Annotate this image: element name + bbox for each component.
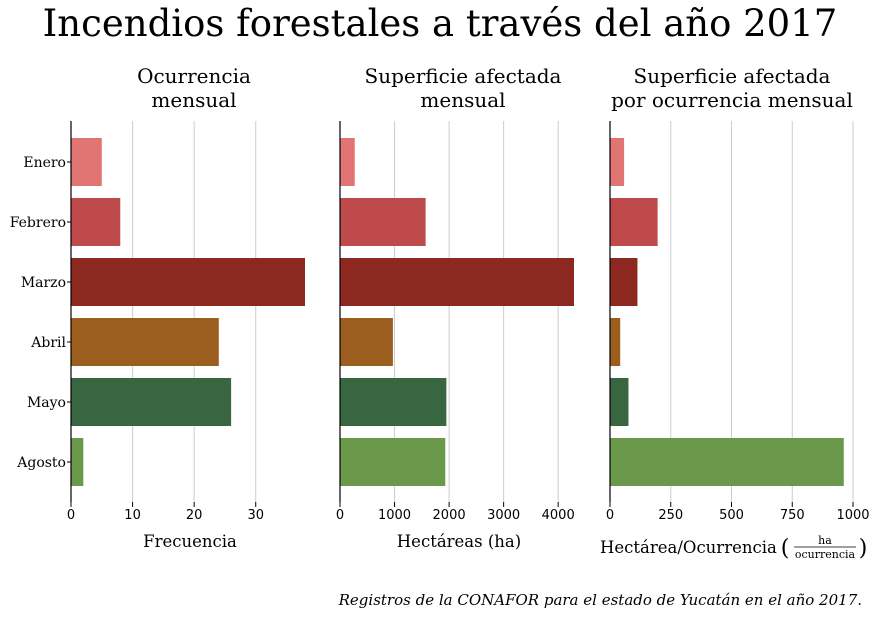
source-note: Registros de la CONAFOR para el estado d…: [338, 591, 862, 609]
panel-3-x-tick-label-4: 1000: [836, 508, 869, 523]
panel-2-x-tick-label-4: 4000: [542, 508, 575, 523]
panel-2-bar-abril: [340, 318, 393, 366]
category-label-febrero: Febrero: [10, 215, 66, 231]
panel-3-x-label: Hectárea/Ocurrencia: [600, 538, 777, 557]
category-label-enero: Enero: [23, 155, 66, 171]
panel-3-x-tick-label-1: 250: [658, 508, 683, 523]
panel-2-bar-febrero: [340, 198, 426, 246]
category-label-mayo: Mayo: [27, 395, 66, 411]
panel-3-bar-mayo: [610, 378, 629, 426]
category-label-abril: Abril: [30, 335, 66, 351]
panel-1-x-tick-label-3: 30: [247, 508, 264, 523]
panel-2-x-tick-label-1: 1000: [378, 508, 411, 523]
panel-1-bar-abril: [71, 318, 219, 366]
panel-3-bar-enero: [610, 138, 625, 186]
fraction-close-paren: ): [859, 536, 868, 561]
panel-3-x-tick-label-0: 0: [606, 508, 614, 523]
panel-1-bar-agosto: [71, 438, 84, 486]
fraction-open-paren: (: [781, 536, 790, 561]
panel-1-x-tick-label-2: 20: [186, 508, 203, 523]
figure-title: Incendios forestales a través del año 20…: [42, 2, 838, 45]
panel-2-x-tick-label-0: 0: [336, 508, 344, 523]
panel-1-bar-enero: [71, 138, 102, 186]
panel-3-x-tick-label-2: 500: [719, 508, 744, 523]
panel-1-x-tick-label-0: 0: [67, 508, 75, 523]
panel-2-x-label: Hectáreas (ha): [397, 532, 521, 551]
panel-3-bar-febrero: [610, 198, 658, 246]
panel-3-x-tick-label-3: 750: [780, 508, 805, 523]
panel-1-x-label: Frecuencia: [143, 532, 237, 551]
panel-2-bar-marzo: [340, 258, 574, 306]
panel-3-title: Superficie afectada por ocurrencia mensu…: [611, 64, 853, 112]
panel-1-x-tick-label-1: 10: [124, 508, 141, 523]
category-label-agosto: Agosto: [16, 455, 66, 471]
panel-1-bar-marzo: [71, 258, 305, 306]
panel-3-bar-abril: [610, 318, 621, 366]
fraction-denominator: ocurrencia: [795, 548, 856, 561]
panel-3-bar-marzo: [610, 258, 638, 306]
panel-2-x-tick-label-2: 2000: [433, 508, 466, 523]
panel-1-bar-febrero: [71, 198, 121, 246]
panel-1-bar-mayo: [71, 378, 232, 426]
fraction-numerator: ha: [818, 534, 832, 547]
panel-3-bar-agosto: [610, 438, 844, 486]
panel-2-bar-enero: [340, 138, 355, 186]
panel-2-title: Superficie afectada mensual: [364, 64, 562, 112]
panel-1-title: Ocurrencia mensual: [137, 64, 251, 112]
panel-2-bar-mayo: [340, 378, 447, 426]
panel-2-x-tick-label-3: 3000: [487, 508, 520, 523]
category-label-marzo: Marzo: [21, 275, 66, 291]
panel-2-bar-agosto: [340, 438, 446, 486]
